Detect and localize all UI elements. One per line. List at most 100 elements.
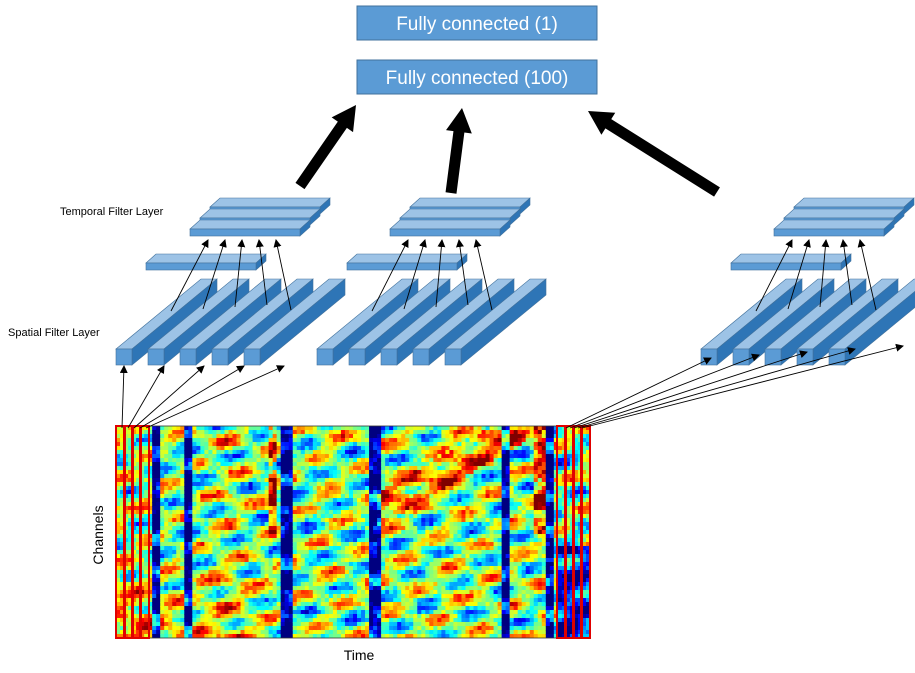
heatmap-cell	[184, 586, 189, 591]
heatmap-cell	[152, 630, 157, 635]
heatmap-cell	[220, 514, 226, 519]
heatmap-cell	[156, 438, 161, 443]
heatmap-cell	[280, 550, 286, 555]
heatmap-cell	[449, 594, 455, 599]
heatmap-cell	[485, 474, 491, 479]
heatmap-cell	[120, 618, 125, 623]
heatmap-cell	[148, 478, 153, 483]
heatmap-cell	[144, 538, 149, 543]
heatmap-cell	[232, 630, 238, 635]
heatmap-cell	[453, 446, 459, 451]
heatmap-cell	[477, 458, 483, 463]
heatmap-cell	[381, 522, 386, 527]
heatmap-cell	[381, 538, 386, 543]
heatmap-cell	[332, 614, 338, 619]
heatmap-cell	[300, 570, 306, 575]
heatmap-cell	[280, 614, 286, 619]
heatmap-cell	[465, 606, 471, 611]
heatmap-cell	[224, 482, 230, 487]
heatmap-cell	[401, 498, 406, 503]
heatmap-cell	[361, 622, 366, 627]
heatmap-cell	[264, 446, 270, 451]
heatmap-cell	[264, 622, 270, 627]
heatmap-cell	[152, 626, 157, 631]
heatmap-cell	[469, 614, 475, 619]
heatmap-cell	[344, 570, 350, 575]
heatmap-cell	[260, 470, 266, 475]
heatmap-cell	[377, 514, 382, 519]
heatmap-cell	[248, 454, 254, 459]
heatmap-cell	[160, 490, 165, 495]
heatmap-cell	[132, 566, 137, 571]
heatmap-cell	[308, 446, 314, 451]
heatmap-cell	[292, 538, 298, 543]
heatmap-cell	[240, 526, 246, 531]
heatmap-cell	[308, 542, 314, 547]
heatmap-cell	[212, 562, 218, 567]
heatmap-cell	[288, 530, 294, 535]
heatmap-cell	[252, 466, 258, 471]
heatmap-cell	[316, 586, 322, 591]
heatmap-cell	[284, 482, 290, 487]
heatmap-cell	[469, 490, 475, 495]
heatmap-cell	[417, 442, 422, 447]
heatmap-cell	[413, 474, 418, 479]
heatmap-cell	[393, 454, 398, 459]
heatmap-cell	[401, 542, 406, 547]
heatmap-cell	[477, 470, 483, 475]
heatmap-cell	[232, 462, 238, 467]
heatmap-cell	[457, 634, 463, 638]
heatmap-cell	[357, 622, 362, 627]
heatmap-cell	[429, 498, 434, 503]
heatmap-cell	[465, 610, 471, 615]
heatmap-cell	[276, 634, 282, 638]
heatmap-cell	[405, 554, 410, 559]
heatmap-cell	[124, 594, 129, 599]
heatmap-cell	[393, 494, 398, 499]
heatmap-cell	[144, 574, 149, 579]
heatmap-cell	[228, 622, 234, 627]
heatmap-cell	[176, 550, 181, 555]
heatmap-cell	[136, 582, 141, 587]
heatmap-cell	[489, 426, 495, 431]
heatmap-cell	[240, 554, 246, 559]
heatmap-cell	[365, 614, 370, 619]
heatmap-cell	[280, 546, 286, 551]
heatmap-cell	[148, 446, 153, 451]
heatmap-cell	[421, 506, 426, 511]
heatmap-cell	[120, 514, 125, 519]
heatmap-cell	[381, 466, 386, 471]
heatmap-cell	[220, 426, 226, 431]
heatmap-cell	[381, 606, 386, 611]
heatmap-cell	[389, 554, 394, 559]
heatmap-cell	[417, 454, 422, 459]
heatmap-cell	[348, 454, 354, 459]
heatmap-cell	[437, 610, 442, 615]
heatmap-cell	[188, 590, 193, 595]
heatmap-cell	[212, 586, 218, 591]
heatmap-cell	[120, 594, 125, 599]
heatmap-cell	[232, 466, 238, 471]
heatmap-cell	[308, 454, 314, 459]
heatmap-cell	[481, 582, 487, 587]
heatmap-cell	[144, 582, 149, 587]
heatmap-cell	[260, 530, 266, 535]
heatmap-cell	[449, 542, 455, 547]
heatmap-cell	[228, 454, 234, 459]
heatmap-cell	[216, 482, 222, 487]
heatmap-cell	[272, 478, 278, 483]
heatmap-cell	[244, 502, 250, 507]
heatmap-cell	[184, 554, 189, 559]
heatmap-cell	[224, 446, 230, 451]
heatmap-cell	[324, 522, 330, 527]
heatmap-cell	[196, 434, 201, 439]
heatmap-cell	[136, 558, 141, 563]
filter-columns	[115, 197, 915, 366]
heatmap-cell	[172, 570, 177, 575]
heatmap-cell	[120, 614, 125, 619]
heatmap-cell	[176, 538, 181, 543]
heatmap-cell	[176, 450, 181, 455]
heatmap-cell	[228, 626, 234, 631]
heatmap-cell	[469, 438, 475, 443]
